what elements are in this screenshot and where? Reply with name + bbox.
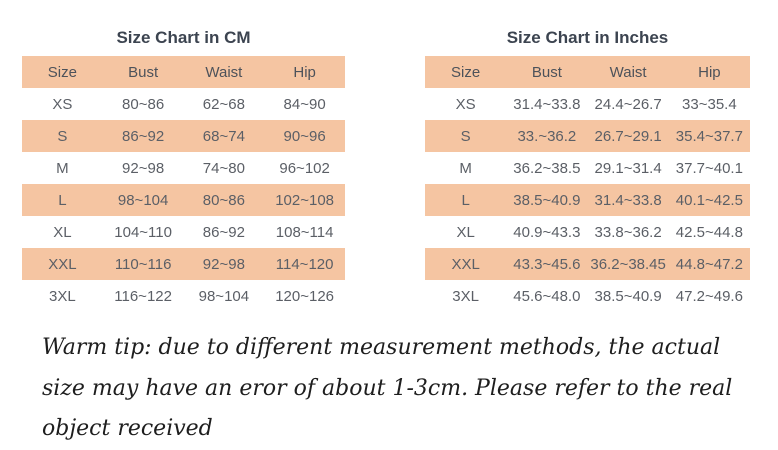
- warm-tip-note: Warm tip: due to different measurement m…: [42, 335, 733, 442]
- table-row: XXL 43.3~45.6 36.2~38.45 44.8~47.2: [425, 248, 750, 280]
- table-cell: XL: [456, 223, 475, 241]
- table-title-cm: Size Chart in CM: [116, 28, 251, 47]
- table-cell: L: [461, 191, 470, 209]
- size-chart-cm: Size Chart in CM Size Bust Waist Hip XS 8…: [22, 28, 345, 312]
- table-cell: 92~98: [122, 159, 165, 177]
- table-cell: 108~114: [275, 223, 334, 241]
- table-cell: 31.4~33.8: [513, 95, 581, 113]
- table-cell: 36.2~38.5: [513, 159, 581, 177]
- table-row: XS 31.4~33.8 24.4~26.7 33~35.4: [425, 88, 750, 120]
- table-cell: XXL: [48, 255, 77, 273]
- table-cell: XL: [53, 223, 72, 241]
- table-header-row: Size Bust Waist Hip: [22, 56, 345, 88]
- column-header-waist: Waist: [205, 63, 243, 81]
- column-header-size: Size: [47, 63, 77, 81]
- table-cell: 86~92: [122, 127, 165, 145]
- table-cell: 116~122: [114, 287, 172, 305]
- table-cell: XS: [52, 95, 73, 113]
- table-cell: 38.5~40.9: [513, 191, 581, 209]
- table-cell: 74~80: [202, 159, 245, 177]
- column-header-waist: Waist: [609, 63, 647, 81]
- table-row: L 38.5~40.9 31.4~33.8 40.1~42.5: [425, 184, 750, 216]
- table-cell: 33.~36.2: [517, 127, 577, 145]
- table-cell: 102~108: [275, 191, 335, 209]
- table-cell: 33.8~36.2: [594, 223, 662, 241]
- table-row: XXL 110~116 92~98 114~120: [22, 248, 345, 280]
- table-row: XL 104~110 86~92 108~114: [22, 216, 345, 248]
- table-cell: 38.5~40.9: [594, 287, 662, 305]
- table-cell: 98~104: [198, 287, 250, 305]
- table-cell: 47.2~49.6: [675, 287, 743, 305]
- table-cell: 3XL: [452, 287, 479, 305]
- table-cell: 62~68: [202, 95, 245, 113]
- column-header-size: Size: [451, 63, 481, 81]
- table-row: XL 40.9~43.3 33.8~36.2 42.5~44.8: [425, 216, 750, 248]
- table-cell: 80~86: [122, 95, 165, 113]
- table-cell: S: [460, 127, 471, 145]
- table-cell: XXL: [451, 255, 480, 273]
- table-body-inches: XS 31.4~33.8 24.4~26.7 33~35.4 S 33.~36.2 26.7…: [425, 88, 750, 312]
- table-cell: M: [459, 159, 472, 177]
- table-cell: 114~120: [275, 255, 334, 273]
- table-body-cm: XS 80~86 62~68 84~90 S 86~92 68~74 90~96 M 92~98 7…: [22, 88, 345, 312]
- table-cell: 29.1~31.4: [594, 159, 662, 177]
- table-cell: 40.1~42.5: [675, 191, 743, 209]
- table-row: 3XL 116~122 98~104 120~126: [22, 280, 345, 312]
- table-cell: L: [58, 191, 67, 209]
- table-cell: 92~98: [202, 255, 245, 273]
- size-chart-inches: Size Chart in Inches Size Bust Waist Hip…: [425, 28, 750, 312]
- column-header-hip: Hip: [698, 63, 721, 81]
- table-cell: M: [56, 159, 69, 177]
- table-cell: 26.7~29.1: [594, 127, 662, 145]
- table-cell: 36.2~38.45: [590, 255, 666, 273]
- table-cell: 86~92: [202, 223, 245, 241]
- table-cell: 104~110: [114, 223, 172, 241]
- table-cell: 33~35.4: [682, 95, 737, 113]
- table-cell: 90~96: [283, 127, 326, 145]
- table-cell: 31.4~33.8: [594, 191, 662, 209]
- table-cell: 80~86: [202, 191, 245, 209]
- table-row: 3XL 45.6~48.0 38.5~40.9 47.2~49.6: [425, 280, 750, 312]
- table-cell: 68~74: [202, 127, 245, 145]
- column-header-hip: Hip: [293, 63, 316, 81]
- table-cell: 84~90: [283, 95, 326, 113]
- column-header-bust: Bust: [128, 63, 159, 81]
- table-cell: 40.9~43.3: [513, 223, 581, 241]
- table-cell: 45.6~48.0: [513, 287, 581, 305]
- table-header-row: Size Bust Waist Hip: [425, 56, 750, 88]
- table-cell: 3XL: [49, 287, 76, 305]
- table-cell: 42.5~44.8: [675, 223, 743, 241]
- table-cell: 43.3~45.6: [513, 255, 581, 273]
- table-row: XS 80~86 62~68 84~90: [22, 88, 345, 120]
- table-cell: 110~116: [114, 255, 172, 273]
- table-cell: 98~104: [117, 191, 169, 209]
- table-cell: 24.4~26.7: [594, 95, 662, 113]
- table-cell: 37.7~40.1: [675, 159, 743, 177]
- column-header-bust: Bust: [531, 63, 562, 81]
- table-row: S 33.~36.2 26.7~29.1 35.4~37.7: [425, 120, 750, 152]
- table-cell: 44.8~47.2: [675, 255, 743, 273]
- table-title-inches: Size Chart in Inches: [506, 28, 669, 47]
- table-row: L 98~104 80~86 102~108: [22, 184, 345, 216]
- table-cell: 96~102: [279, 159, 330, 177]
- table-cell: XS: [455, 95, 476, 113]
- table-row: S 86~92 68~74 90~96: [22, 120, 345, 152]
- table-cell: 35.4~37.7: [675, 127, 743, 145]
- table-row: M 92~98 74~80 96~102: [22, 152, 345, 184]
- table-cell: 120~126: [275, 287, 335, 305]
- table-row: M 36.2~38.5 29.1~31.4 37.7~40.1: [425, 152, 750, 184]
- table-cell: S: [57, 127, 68, 145]
